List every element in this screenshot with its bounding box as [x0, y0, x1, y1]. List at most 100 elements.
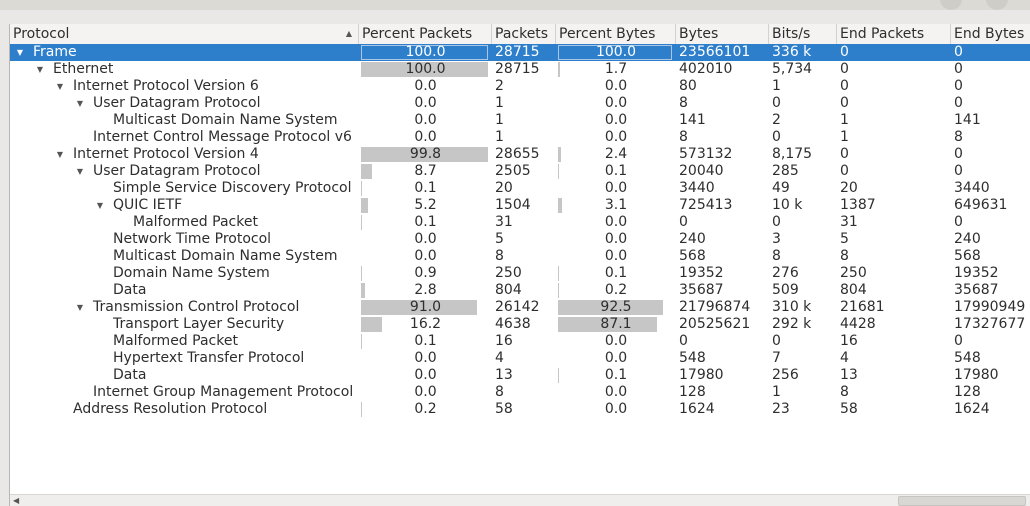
- bytes-value: 17980: [679, 367, 724, 383]
- bits-s-cell: 1: [769, 384, 837, 401]
- percent-bytes-cell: 0.2: [556, 282, 676, 299]
- end-bytes-value: 548: [954, 350, 981, 366]
- tree-row[interactable]: Hypertext Transfer Protocol 0.0 4 0.0 548 7 4 5…: [10, 350, 1030, 367]
- end-bytes-cell: 0: [951, 214, 1030, 231]
- column-header-bits-s[interactable]: Bits/s: [769, 24, 837, 44]
- column-header-percent-bytes[interactable]: Percent Bytes: [556, 24, 676, 44]
- protocol-cell: Network Time Protocol: [10, 231, 359, 248]
- packets-cell: 1504: [492, 197, 556, 214]
- packets-cell: 2: [492, 78, 556, 95]
- triangle-down-icon[interactable]: ▼: [76, 167, 84, 176]
- triangle-down-icon[interactable]: ▼: [36, 65, 44, 74]
- percent-value: 0.0: [604, 384, 628, 400]
- bits-s-cell: 336 k: [769, 44, 837, 61]
- tree-row[interactable]: ▼ QUIC IETF 5.2 1504 3.1 725413 10 k 1387 649631: [10, 197, 1030, 214]
- end-bytes-cell: 1624: [951, 401, 1030, 418]
- percent-value: 0.0: [604, 248, 628, 264]
- window-button[interactable]: [940, 0, 962, 10]
- column-header-percent-packets[interactable]: Percent Packets: [359, 24, 492, 44]
- percent-packets-cell: 0.0: [359, 384, 492, 401]
- end-packets-cell: 0: [837, 44, 951, 61]
- percent-bar: [361, 62, 488, 77]
- percent-bytes-cell: 0.1: [556, 265, 676, 282]
- column-header-packets[interactable]: Packets: [492, 24, 556, 44]
- triangle-down-icon[interactable]: ▼: [76, 99, 84, 108]
- percent-value: 0.1: [604, 163, 628, 179]
- tree-row[interactable]: Network Time Protocol 0.0 5 0.0 240 3 5 240: [10, 231, 1030, 248]
- column-header-end-packets[interactable]: End Packets: [837, 24, 951, 44]
- percent-value: 99.8: [409, 146, 442, 162]
- triangle-down-icon[interactable]: ▼: [76, 303, 84, 312]
- protocol-cell: Internet Group Management Protocol: [10, 384, 359, 401]
- horizontal-scrollbar[interactable]: ◀: [10, 494, 1030, 506]
- percent-value: 16.2: [409, 316, 442, 332]
- tree-row[interactable]: Multicast Domain Name System 0.0 1 0.0 141 2 1…: [10, 112, 1030, 129]
- tree-row[interactable]: Data 2.8 804 0.2 35687 509 804 35687: [10, 282, 1030, 299]
- percent-bar: [361, 266, 362, 281]
- tree-row[interactable]: Address Resolution Protocol 0.2 58 0.0 1624 2…: [10, 401, 1030, 418]
- tree-row[interactable]: ▼ Internet Protocol Version 6 0.0 2 0.0 80 1 0 0: [10, 78, 1030, 95]
- triangle-down-icon[interactable]: ▼: [96, 201, 104, 210]
- column-header-name[interactable]: Protocol ▲: [10, 24, 359, 44]
- tree-row[interactable]: ▼ User Datagram Protocol 0.0 1 0.0 8 0 0 0: [10, 95, 1030, 112]
- window-titlebar: [0, 0, 1030, 10]
- protocol-cell: ▼ User Datagram Protocol: [10, 163, 359, 180]
- scroll-left-icon[interactable]: ◀: [13, 496, 20, 505]
- tree-row[interactable]: Internet Group Management Protocol 0.0 8 0.…: [10, 384, 1030, 401]
- end-bytes-cell: 240: [951, 231, 1030, 248]
- column-header-end-bytes[interactable]: End Bytes: [951, 24, 1030, 44]
- percent-packets-cell: 0.0: [359, 95, 492, 112]
- end-bytes-cell: 17327677: [951, 316, 1030, 333]
- tree-row[interactable]: Transport Layer Security 16.2 4638 87.1 2052…: [10, 316, 1030, 333]
- window-close-button[interactable]: [986, 0, 1008, 10]
- tree-row[interactable]: Data 0.0 13 0.1 17980 256 13 17980: [10, 367, 1030, 384]
- end-packets-value: 0: [840, 44, 849, 60]
- column-header-bytes[interactable]: Bytes: [676, 24, 769, 44]
- end-bytes-value: 0: [954, 214, 963, 230]
- tree-row[interactable]: ▼ User Datagram Protocol 8.7 2505 0.1 20040 28…: [10, 163, 1030, 180]
- protocol-name: Hypertext Transfer Protocol: [113, 350, 305, 366]
- percent-value: 0.0: [604, 333, 628, 349]
- triangle-down-icon[interactable]: ▼: [16, 48, 24, 57]
- percent-bytes-cell: 0.0: [556, 231, 676, 248]
- tree-row[interactable]: Domain Name System 0.9 250 0.1 19352 276 250 19…: [10, 265, 1030, 282]
- end-bytes-cell: 128: [951, 384, 1030, 401]
- end-bytes-cell: 35687: [951, 282, 1030, 299]
- bytes-cell: 0: [676, 214, 769, 231]
- triangle-down-icon[interactable]: ▼: [56, 82, 64, 91]
- tree-row[interactable]: ▼ Ethernet 100.0 28715 1.7 402010 5,734 0 0: [10, 61, 1030, 78]
- bytes-cell: 240: [676, 231, 769, 248]
- tree-row[interactable]: Malformed Packet 0.1 31 0.0 0 0 31 0: [10, 214, 1030, 231]
- percent-bytes-cell: 3.1: [556, 197, 676, 214]
- tree-row[interactable]: Simple Service Discovery Protocol 0.1 20 0.…: [10, 180, 1030, 197]
- tree-row[interactable]: ▼ Internet Protocol Version 4 99.8 28655 2.4…: [10, 146, 1030, 163]
- packets-value: 20: [495, 180, 513, 196]
- protocol-name: User Datagram Protocol: [93, 163, 261, 179]
- end-bytes-cell: 8: [951, 129, 1030, 146]
- percent-bar: [361, 317, 382, 332]
- bytes-value: 20040: [679, 163, 724, 179]
- tree-row[interactable]: Multicast Domain Name System 0.0 8 0.0 568 8 8…: [10, 248, 1030, 265]
- percent-packets-cell: 0.0: [359, 367, 492, 384]
- scrollbar-thumb[interactable]: [898, 496, 1026, 506]
- bytes-cell: 8: [676, 129, 769, 146]
- tree-row[interactable]: ▼ Frame 100.0 28715 100.0 23566101 336 k 0 0: [10, 44, 1030, 61]
- end-packets-value: 1: [840, 129, 849, 145]
- percent-value: 2.8: [414, 282, 437, 298]
- tree-row[interactable]: ▼ Transmission Control Protocol 91.0 26142 9…: [10, 299, 1030, 316]
- tree-row[interactable]: Malformed Packet 0.1 16 0.0 0 0 16 0: [10, 333, 1030, 350]
- percent-value: 0.0: [414, 231, 437, 247]
- end-packets-value: 16: [840, 333, 858, 349]
- tree-row[interactable]: Internet Control Message Protocol v6 0.0 1…: [10, 129, 1030, 146]
- protocol-name: Internet Group Management Protocol: [93, 384, 354, 400]
- protocol-cell: Internet Control Message Protocol v6: [10, 129, 359, 146]
- packets-cell: 1: [492, 112, 556, 129]
- bits-s-value: 2: [772, 112, 781, 128]
- tree-rows: ▼ Frame 100.0 28715 100.0 23566101 336 k 0 0 ▼ Eth…: [10, 44, 1030, 418]
- bytes-cell: 725413: [676, 197, 769, 214]
- protocol-name: Ethernet: [53, 61, 114, 77]
- end-packets-value: 0: [840, 95, 849, 111]
- bytes-cell: 128: [676, 384, 769, 401]
- triangle-down-icon[interactable]: ▼: [56, 150, 64, 159]
- protocol-name: Domain Name System: [113, 265, 270, 281]
